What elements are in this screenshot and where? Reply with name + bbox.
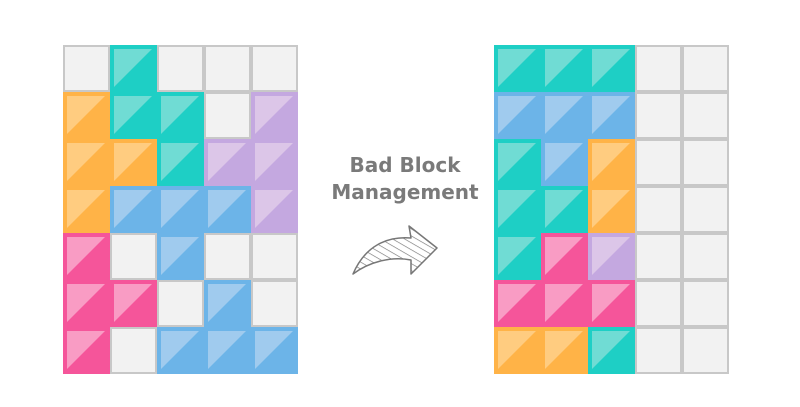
title-line-1: Bad Block	[349, 153, 461, 177]
block-pink	[63, 280, 110, 327]
block-pink	[541, 280, 588, 327]
block-empty	[204, 92, 251, 139]
block-pink	[63, 327, 110, 374]
block-blue	[541, 92, 588, 139]
block-empty	[682, 45, 729, 92]
block-empty	[635, 92, 682, 139]
block-orange	[110, 139, 157, 186]
block-orange	[63, 139, 110, 186]
block-teal	[494, 45, 541, 92]
block-blue	[157, 186, 204, 233]
block-pink	[63, 233, 110, 280]
block-empty	[682, 327, 729, 374]
block-empty	[635, 327, 682, 374]
block-purple	[588, 233, 635, 280]
block-empty	[682, 280, 729, 327]
block-teal	[157, 92, 204, 139]
block-teal	[541, 45, 588, 92]
block-empty	[204, 233, 251, 280]
block-blue	[588, 92, 635, 139]
before-block-grid	[63, 45, 298, 374]
block-teal	[588, 45, 635, 92]
block-orange	[63, 186, 110, 233]
block-empty	[682, 186, 729, 233]
block-teal	[541, 186, 588, 233]
block-empty	[635, 45, 682, 92]
block-pink	[588, 280, 635, 327]
block-empty	[251, 280, 298, 327]
block-teal	[588, 327, 635, 374]
block-empty	[635, 233, 682, 280]
block-blue	[494, 92, 541, 139]
block-teal	[494, 186, 541, 233]
block-empty	[682, 139, 729, 186]
block-blue	[157, 233, 204, 280]
block-pink	[541, 233, 588, 280]
block-empty	[157, 45, 204, 92]
block-teal	[110, 45, 157, 92]
block-orange	[63, 92, 110, 139]
block-blue	[204, 280, 251, 327]
block-empty	[635, 186, 682, 233]
block-purple	[251, 139, 298, 186]
block-teal	[494, 139, 541, 186]
block-empty	[157, 280, 204, 327]
block-empty	[110, 233, 157, 280]
block-empty	[682, 233, 729, 280]
after-block-grid	[494, 45, 729, 374]
block-empty	[251, 233, 298, 280]
block-blue	[110, 186, 157, 233]
curved-arrow-icon	[352, 225, 438, 275]
block-empty	[635, 139, 682, 186]
block-empty	[251, 45, 298, 92]
block-orange	[588, 186, 635, 233]
block-orange	[588, 139, 635, 186]
block-orange	[494, 327, 541, 374]
block-blue	[251, 327, 298, 374]
block-pink	[494, 280, 541, 327]
block-teal	[110, 92, 157, 139]
block-empty	[110, 327, 157, 374]
block-orange	[541, 327, 588, 374]
block-empty	[682, 92, 729, 139]
block-teal	[494, 233, 541, 280]
block-blue	[204, 186, 251, 233]
title-line-2: Management	[331, 180, 479, 204]
block-purple	[251, 186, 298, 233]
block-blue	[541, 139, 588, 186]
block-blue	[204, 327, 251, 374]
block-empty	[204, 45, 251, 92]
block-blue	[157, 327, 204, 374]
block-purple	[204, 139, 251, 186]
block-empty	[63, 45, 110, 92]
block-purple	[251, 92, 298, 139]
block-empty	[635, 280, 682, 327]
diagram-title: Bad Block Management	[320, 152, 490, 206]
block-teal	[157, 139, 204, 186]
block-pink	[110, 280, 157, 327]
